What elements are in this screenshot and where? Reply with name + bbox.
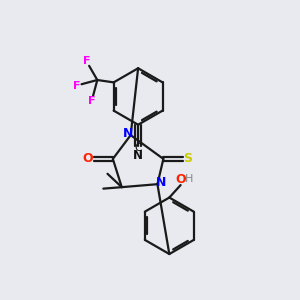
Text: N: N — [122, 128, 133, 140]
Text: O: O — [83, 152, 94, 165]
Text: C: C — [134, 142, 142, 153]
Text: F: F — [73, 81, 80, 91]
Text: O: O — [175, 173, 186, 186]
Text: S: S — [184, 152, 193, 165]
Text: N: N — [156, 176, 166, 190]
Text: F: F — [83, 56, 90, 66]
Text: H: H — [185, 173, 193, 184]
Text: F: F — [88, 96, 95, 106]
Text: N: N — [133, 148, 143, 162]
